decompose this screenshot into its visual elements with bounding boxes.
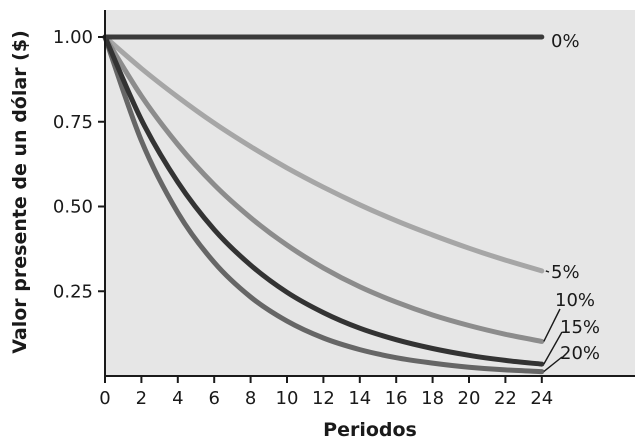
series-label-0pct: 0%	[551, 31, 580, 52]
y-tick-label: 1.00	[53, 27, 93, 48]
x-axis-title: Periodos	[323, 419, 417, 441]
x-tick-label: 20	[458, 388, 481, 409]
y-tick-label: 0.25	[53, 281, 93, 302]
series-line-10pct	[102, 34, 545, 344]
series-label-20pct: 20%	[560, 343, 600, 364]
y-tick-label: 0.75	[53, 112, 93, 133]
y-axis-ticks: 0.25 0.50 0.75 1.00	[53, 27, 105, 302]
x-tick-label: 6	[208, 388, 219, 409]
series-line-5pct	[102, 34, 545, 274]
x-tick-label: 22	[494, 388, 517, 409]
x-tick-label: 16	[385, 388, 408, 409]
x-tick-label: 10	[276, 388, 299, 409]
series-label-leader	[543, 308, 561, 342]
series-label-15pct: 15%	[560, 317, 600, 338]
x-tick-label: 12	[312, 388, 335, 409]
series-labels: 0% 5% 10% 15% 20%	[543, 31, 600, 373]
x-tick-label: 4	[172, 388, 183, 409]
series-label-10pct: 10%	[555, 290, 595, 311]
series-line-15pct	[102, 34, 545, 367]
plot-area-background	[105, 10, 635, 376]
x-tick-label: 14	[348, 388, 371, 409]
x-tick-label: 18	[421, 388, 444, 409]
series-layer	[102, 34, 545, 375]
series-label-leader	[545, 270, 550, 273]
x-tick-label: 2	[136, 388, 147, 409]
series-label-leader	[543, 356, 563, 373]
x-tick-label: 0	[99, 388, 110, 409]
x-tick-label: 8	[245, 388, 256, 409]
x-tick-label: 24	[530, 388, 553, 409]
y-axis-title: Valor presente de un dólar ($)	[9, 30, 31, 354]
series-line-20pct	[102, 34, 545, 375]
x-axis-ticks: 0 2 4 6 8 10 12 14 16 18 20 22 24	[99, 376, 553, 409]
series-label-5pct: 5%	[551, 262, 580, 283]
y-tick-label: 0.50	[53, 197, 93, 218]
series-label-leader	[543, 331, 563, 365]
